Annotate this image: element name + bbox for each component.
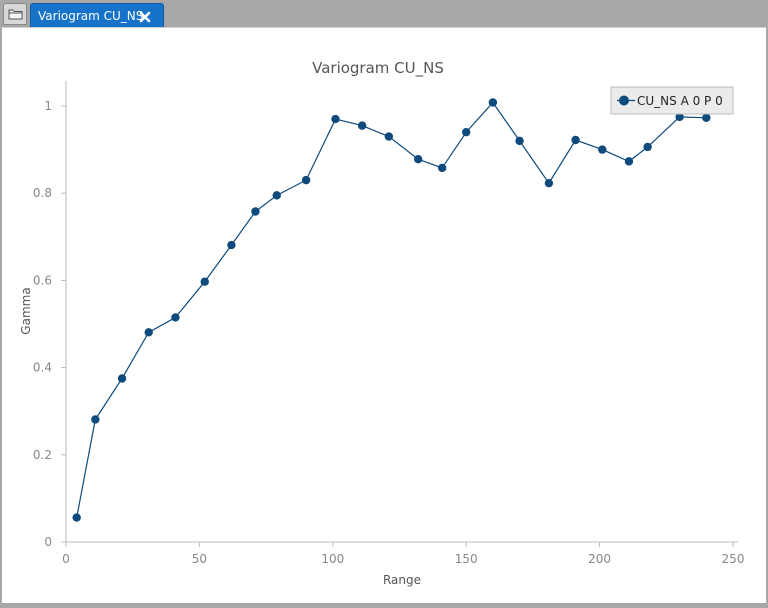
data-point: [624, 157, 634, 166]
data-point: [227, 240, 236, 250]
data-point: [272, 191, 281, 200]
data-point: [571, 135, 580, 145]
chart-title: Variogram CU_NS: [312, 59, 444, 78]
data-point: [117, 374, 127, 383]
x-tick-label: 100: [321, 552, 344, 566]
x-ticks: 0 50 100 150 200 250: [62, 542, 744, 566]
open-folder-button[interactable]: [3, 3, 27, 25]
x-tick-label: 0: [62, 552, 70, 566]
data-point: [544, 178, 554, 188]
tab-variogram[interactable]: Variogram CU_NS: [30, 3, 164, 27]
data-point: [413, 154, 423, 164]
axes: [65, 81, 738, 543]
x-tick-label: 200: [588, 552, 611, 566]
legend[interactable]: CU_NS A 0 P 0: [610, 86, 734, 115]
data-point: [200, 277, 209, 286]
y-tick-label: 0: [44, 535, 52, 549]
variogram-chart: Variogram CU_NS 0 50 100 150 200 250 00.20.40…: [19, 59, 744, 587]
data-point: [91, 415, 100, 424]
data-point: [643, 142, 652, 152]
close-icon: [139, 11, 151, 23]
data-point: [488, 98, 498, 107]
legend-box: [610, 86, 734, 115]
data-point: [144, 328, 153, 337]
data-point: [357, 121, 367, 130]
y-tick-label: 0.4: [33, 361, 52, 375]
tab-bar: Variogram CU_NS: [0, 0, 768, 27]
x-tick-label: 250: [722, 552, 745, 566]
data-point: [675, 112, 684, 122]
y-tick-label: 0.8: [33, 186, 52, 200]
data-point: [515, 136, 524, 146]
data-point: [72, 513, 81, 522]
data-point: [702, 113, 711, 122]
data-point: [251, 207, 260, 216]
data-point: [384, 132, 394, 141]
data-point: [462, 127, 471, 137]
series-line: [76, 101, 707, 518]
data-point: [171, 313, 180, 322]
circle-marker-icon: [619, 95, 629, 106]
legend-label: CU_NS A 0 P 0: [637, 94, 723, 108]
y-ticks: 0 0.2 0.4 0.6 0.8 1: [33, 99, 66, 549]
x-axis-label: Range: [383, 573, 421, 587]
y-tick-label: 0.6: [33, 273, 52, 287]
y-tick-label: 1: [44, 99, 52, 113]
x-tick-label: 50: [192, 552, 207, 566]
chart-panel: Variogram CU_NS 0 50 100 150 200 250 0 0.2 0.4 0…: [2, 27, 766, 603]
data-point: [437, 163, 447, 173]
x-tick-label: 150: [455, 552, 478, 566]
data-point: [301, 175, 311, 185]
data-point: [598, 145, 607, 154]
y-tick-label: 0.2: [33, 448, 52, 462]
y-axis-label: Gamma: [19, 287, 33, 334]
data-point: [331, 114, 340, 124]
tab-label: Variogram CU_NS: [38, 9, 144, 23]
close-tab-button[interactable]: [138, 9, 152, 23]
folder-icon: [8, 9, 23, 20]
series-group: [72, 98, 711, 522]
